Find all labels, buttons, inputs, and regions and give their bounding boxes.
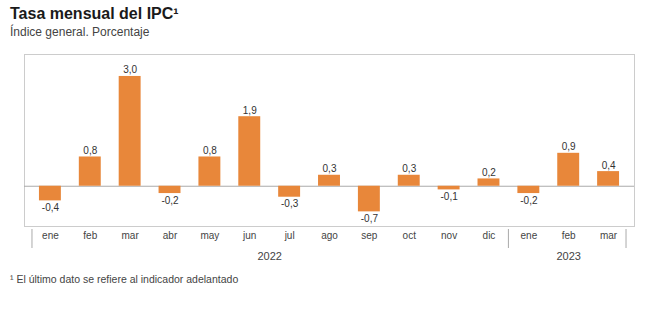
svg-text:0,9: 0,9 xyxy=(562,141,576,152)
svg-text:-0,2: -0,2 xyxy=(161,195,179,206)
svg-text:ene: ene xyxy=(521,230,538,241)
svg-text:nov: nov xyxy=(441,230,457,241)
svg-text:mar: mar xyxy=(122,230,140,241)
svg-text:-0,4: -0,4 xyxy=(42,202,60,213)
svg-text:-0,2: -0,2 xyxy=(520,195,538,206)
svg-text:3,0: 3,0 xyxy=(123,64,137,75)
svg-text:-0,1: -0,1 xyxy=(440,191,458,202)
svg-text:0,8: 0,8 xyxy=(83,145,97,156)
svg-text:2022: 2022 xyxy=(257,250,281,262)
svg-text:sep: sep xyxy=(361,230,378,241)
svg-text:jul: jul xyxy=(284,230,295,241)
svg-text:feb: feb xyxy=(83,230,97,241)
svg-text:dic: dic xyxy=(483,230,496,241)
svg-text:may: may xyxy=(200,230,219,241)
svg-text:0,8: 0,8 xyxy=(203,145,217,156)
svg-text:2023: 2023 xyxy=(556,250,580,262)
svg-text:0,3: 0,3 xyxy=(323,163,337,174)
svg-text:0,4: 0,4 xyxy=(602,160,616,171)
svg-text:mar: mar xyxy=(600,230,618,241)
svg-text:feb: feb xyxy=(562,230,576,241)
html-text:Tasa mensual del IPC¹: Tasa mensual del IPC¹ xyxy=(10,5,179,22)
svg-text:0,2: 0,2 xyxy=(482,167,496,178)
svg-text:0,3: 0,3 xyxy=(402,163,416,174)
svg-text:jun: jun xyxy=(242,230,256,241)
svg-text:abr: abr xyxy=(163,230,178,241)
svg-text:-0,7: -0,7 xyxy=(361,213,379,224)
svg-text:ago: ago xyxy=(321,230,338,241)
html-text:Índice general. Porcentaje: Índice general. Porcentaje xyxy=(10,25,150,39)
svg-text:ene: ene xyxy=(42,230,59,241)
svg-text:1,9: 1,9 xyxy=(243,105,257,116)
svg-text:-0,3: -0,3 xyxy=(281,198,299,209)
svg-text:oct: oct xyxy=(403,230,417,241)
html-text:¹ El último dato se refiere al: ¹ El último dato se refiere al indicador… xyxy=(10,273,239,285)
